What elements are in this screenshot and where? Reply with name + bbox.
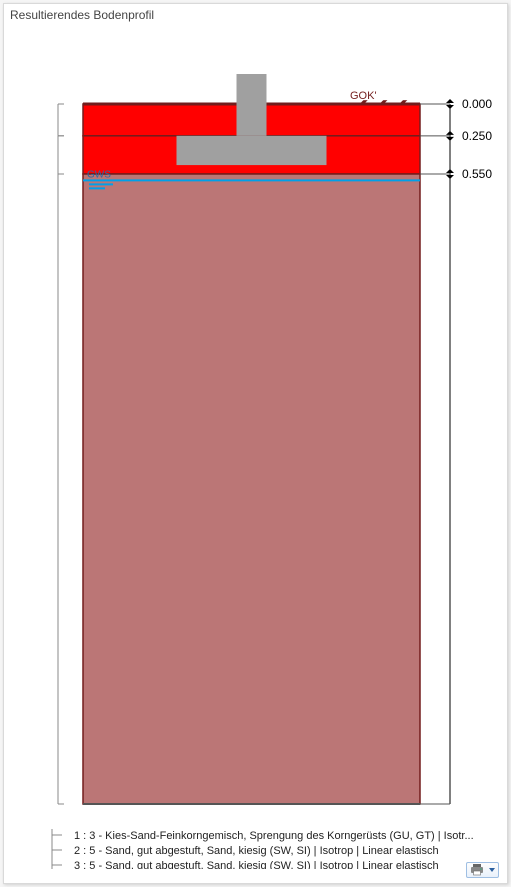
soil-profile-panel: Resultierendes Bodenprofil GOK' GWS 0.000 0… bbox=[3, 3, 508, 884]
svg-text:GWS: GWS bbox=[87, 169, 111, 180]
svg-text:0.550: 0.550 bbox=[462, 167, 492, 181]
chevron-down-icon bbox=[489, 868, 495, 872]
svg-text:0.250: 0.250 bbox=[462, 129, 492, 143]
svg-text:GOK': GOK' bbox=[350, 90, 377, 102]
svg-text:2 : 5 - Sand, gut abgestuft,: 2 : 5 - Sand, gut abgestuft, Sand, kiesi… bbox=[74, 845, 439, 857]
plot-area: GOK' GWS 0.000 0.250 0.550 1 : 3 - Kies-Sand-… bbox=[4, 24, 507, 883]
panel-title: Resultierendes Bodenprofil bbox=[4, 4, 507, 24]
svg-text:0.000: 0.000 bbox=[462, 97, 492, 111]
soil-profile-svg: GOK' GWS 0.000 0.250 0.550 1 : 3 - Kies-Sand-… bbox=[4, 24, 509, 869]
print-button[interactable] bbox=[466, 862, 499, 878]
printer-icon bbox=[470, 864, 484, 876]
svg-text:3 : 5 - Sand, gut abgestuft,: 3 : 5 - Sand, gut abgestuft, Sand, kiesi… bbox=[74, 860, 439, 869]
svg-text:1 : 3 - Kies-Sand-Feinkorngem: 1 : 3 - Kies-Sand-Feinkorngemisch, Spren… bbox=[74, 830, 474, 842]
